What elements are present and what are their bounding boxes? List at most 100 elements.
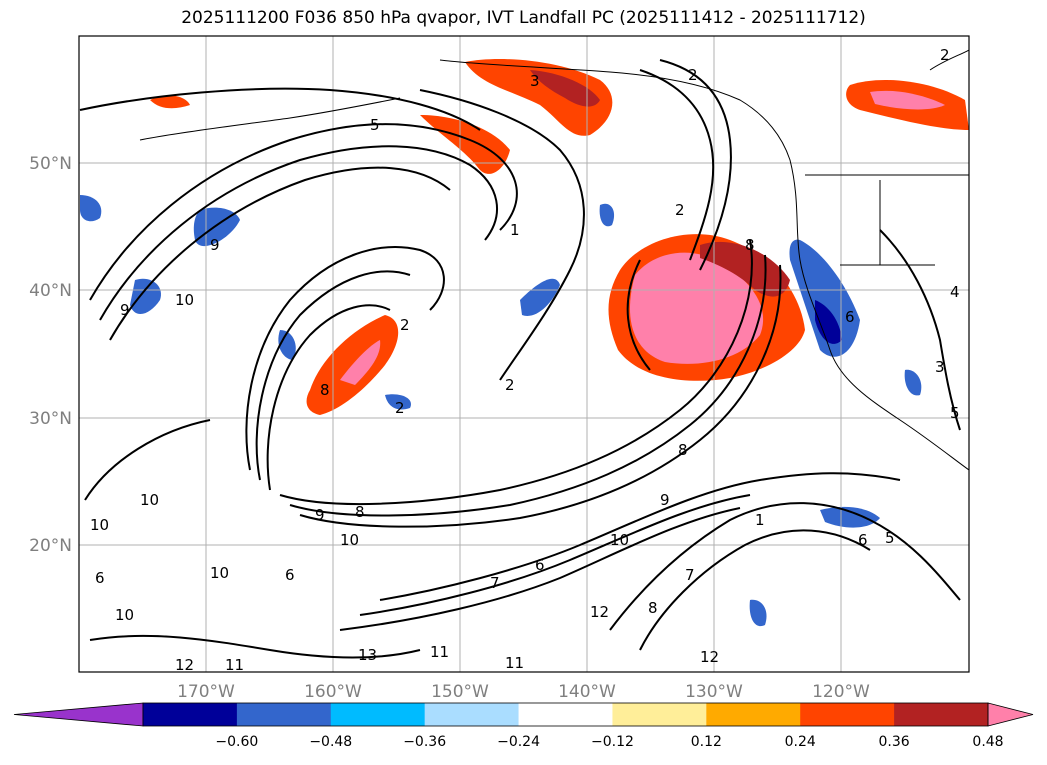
contour-label: 8 xyxy=(648,599,658,617)
lat-label: 40°N xyxy=(29,281,72,301)
contour-label: 2 xyxy=(940,46,950,64)
lat-label: 20°N xyxy=(29,536,72,556)
colorbar: −0.60 −0.48 −0.36 −0.24 −0.12 0.12 0.24 0.36 0.4… xyxy=(13,702,1034,750)
contour-label: 3 xyxy=(530,72,540,90)
colorbar-bin xyxy=(612,703,707,726)
contour-label: 2 xyxy=(688,66,698,84)
colorbar-tick-label: 0.36 xyxy=(879,734,910,750)
contour-label: 11 xyxy=(505,654,524,672)
contour-label: 9 xyxy=(210,236,220,254)
ivt-contours xyxy=(79,59,961,659)
negative-anomaly-region xyxy=(130,278,161,315)
colorbar-tick-label: −0.60 xyxy=(215,734,258,750)
colorbar-bin xyxy=(518,703,613,726)
lat-label: 30°N xyxy=(29,409,72,429)
contour-label: 9 xyxy=(120,301,130,319)
negative-anomaly-region xyxy=(904,369,922,396)
colorbar-bin xyxy=(706,703,801,726)
vapor-anomaly-shading xyxy=(80,59,969,627)
contour-label: 9 xyxy=(660,491,670,509)
positive-anomaly-edge xyxy=(700,241,790,297)
latitude-labels: 50°N 40°N 30°N 20°N xyxy=(29,154,72,556)
contour-label: 6 xyxy=(845,308,855,326)
contour-label: 10 xyxy=(175,291,194,309)
negative-anomaly-core xyxy=(815,300,842,344)
contour-label: 5 xyxy=(950,404,960,422)
contour-label: 9 xyxy=(315,506,325,524)
colorbar-tick-label: 0.12 xyxy=(691,734,722,750)
negative-anomaly-region xyxy=(385,394,411,410)
contour-label: 12 xyxy=(175,656,194,674)
contour-label: 1 xyxy=(510,221,520,239)
map-plot-area: 3 5 2 1 2 8 2 10 9 9 8 2 2 10 10 8 10 6 … xyxy=(79,36,969,674)
contour-label: 10 xyxy=(340,531,359,549)
positive-anomaly-core xyxy=(340,340,381,385)
contour-label: 10 xyxy=(140,491,159,509)
colorbar-tick-label: 0.24 xyxy=(785,734,816,750)
coastlines xyxy=(139,49,969,471)
contour-label: 12 xyxy=(700,648,719,666)
contour-label: 10 xyxy=(90,516,109,534)
map-title: 2025111200 F036 850 hPa qvapor, IVT Land… xyxy=(181,8,866,28)
contour-label: 10 xyxy=(610,531,629,549)
negative-anomaly-region xyxy=(599,203,615,227)
contour-label: 4 xyxy=(950,283,960,301)
negative-anomaly-region xyxy=(520,278,560,316)
lon-label: 170°W xyxy=(177,682,235,702)
colorbar-tick-label: −0.36 xyxy=(403,734,446,750)
negative-anomaly-region xyxy=(749,599,767,627)
contour-label: 2 xyxy=(400,316,410,334)
contour-label: 13 xyxy=(358,646,377,664)
contour-label: 1 xyxy=(755,511,765,529)
contour-label: 2 xyxy=(395,399,405,417)
positive-anomaly-core xyxy=(530,70,600,107)
contour-label: 6 xyxy=(285,566,295,584)
map-frame xyxy=(78,35,970,673)
negative-anomaly-region xyxy=(820,506,880,528)
colorbar-bin xyxy=(894,703,989,726)
contour-label: 6 xyxy=(95,569,105,587)
colorbar-tick-label: −0.48 xyxy=(309,734,352,750)
contour-label: 10 xyxy=(115,606,134,624)
contour-label: 2 xyxy=(675,201,685,219)
contour-label: 10 xyxy=(210,564,229,582)
lon-label: 130°W xyxy=(685,682,743,702)
contour-label: 5 xyxy=(885,529,895,547)
contour-label: 11 xyxy=(430,643,449,661)
colorbar-bin xyxy=(330,703,426,726)
contour-label: 12 xyxy=(590,603,609,621)
contour-label: 8 xyxy=(320,381,330,399)
colorbar-tick-label: 0.48 xyxy=(972,734,1003,750)
contour-label: 11 xyxy=(225,656,244,674)
contour-label: 8 xyxy=(745,236,755,254)
colorbar-bin xyxy=(800,703,895,726)
contour-label: 2 xyxy=(505,376,515,394)
lat-label: 50°N xyxy=(29,154,72,174)
positive-anomaly-core xyxy=(629,252,764,364)
lon-label: 140°W xyxy=(558,682,616,702)
colorbar-bin xyxy=(143,703,238,726)
colorbar-bin xyxy=(424,703,520,726)
colorbar-bin xyxy=(236,703,332,726)
positive-anomaly-region xyxy=(150,95,190,109)
map-gridlines xyxy=(79,36,969,672)
contour-labels: 3 5 2 1 2 8 2 10 9 9 8 2 2 10 10 8 10 6 … xyxy=(90,46,960,674)
colorbar-tick-label: −0.12 xyxy=(591,734,634,750)
contour-label: 7 xyxy=(685,566,695,584)
contour-label: 6 xyxy=(858,531,868,549)
contour-label: 6 xyxy=(535,556,545,574)
contour-label: 3 xyxy=(935,358,945,376)
positive-anomaly-region xyxy=(420,115,510,174)
lon-label: 160°W xyxy=(304,682,362,702)
contour-label: 5 xyxy=(370,116,380,134)
lon-label: 120°W xyxy=(812,682,870,702)
contour-label: 8 xyxy=(678,441,688,459)
positive-anomaly-region xyxy=(465,59,613,136)
colorbar-extend-max xyxy=(987,702,1034,727)
negative-anomaly-region xyxy=(789,239,860,357)
lon-label: 150°W xyxy=(431,682,489,702)
longitude-labels: 170°W 160°W 150°W 140°W 130°W 120°W xyxy=(177,682,870,702)
colorbar-tick-label: −0.24 xyxy=(497,734,540,750)
contour-label: 8 xyxy=(355,503,365,521)
